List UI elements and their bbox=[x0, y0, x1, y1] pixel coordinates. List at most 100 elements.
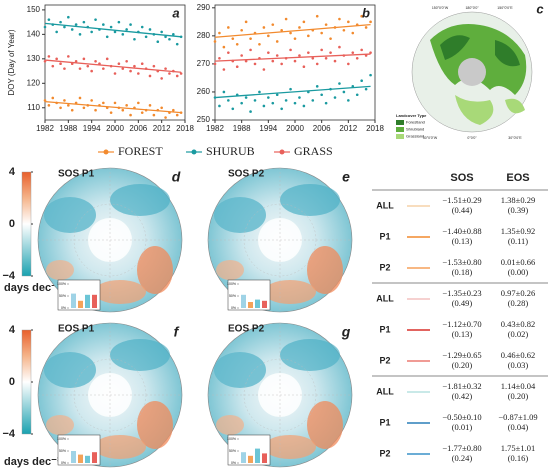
cell: (0.13) bbox=[452, 329, 473, 339]
cell: (0.20) bbox=[508, 391, 529, 401]
point bbox=[240, 101, 243, 105]
cell: −1.35±0.23 bbox=[442, 288, 481, 298]
inset-bar bbox=[262, 300, 267, 308]
point bbox=[67, 15, 70, 19]
panel-label: f bbox=[174, 324, 180, 340]
x-tick-label: 2012 bbox=[153, 124, 171, 133]
colorbar-label: −4 bbox=[2, 270, 15, 282]
point bbox=[125, 59, 128, 63]
cell: −0.87±1.09 bbox=[498, 412, 537, 422]
x-tick-label: 2018 bbox=[176, 124, 194, 133]
point bbox=[275, 54, 279, 57]
inset-tick-label: 50% bbox=[59, 294, 66, 298]
point bbox=[227, 51, 230, 54]
row-group: P2 bbox=[379, 448, 390, 458]
trend-line bbox=[44, 101, 182, 114]
row-group: P2 bbox=[379, 355, 390, 365]
point bbox=[55, 30, 58, 34]
cell: (0.16) bbox=[508, 453, 529, 463]
panel-label: g bbox=[341, 324, 351, 340]
x-tick-label: 2018 bbox=[366, 124, 384, 133]
point bbox=[320, 93, 323, 97]
cell: (0.00) bbox=[508, 267, 529, 277]
point bbox=[121, 108, 125, 112]
inset-bar bbox=[71, 451, 76, 463]
cell: −1.12±0.70 bbox=[442, 319, 481, 329]
inset-tick-label: 100% bbox=[57, 437, 66, 441]
point bbox=[244, 20, 248, 24]
cell: 1.75±1.01 bbox=[501, 443, 535, 453]
point bbox=[59, 62, 62, 66]
colorbar-title: days dec⁻¹ bbox=[4, 282, 61, 294]
point bbox=[144, 35, 148, 39]
cell: −1.29±0.65 bbox=[442, 350, 481, 360]
panel-label: e bbox=[342, 169, 350, 185]
point bbox=[280, 62, 283, 66]
inset-tick-label: 50% bbox=[229, 449, 236, 453]
point bbox=[302, 20, 306, 24]
point bbox=[218, 31, 221, 35]
point bbox=[148, 74, 152, 78]
trend-line bbox=[214, 85, 371, 99]
point bbox=[59, 106, 62, 110]
point bbox=[307, 51, 310, 54]
point bbox=[364, 26, 368, 29]
point bbox=[329, 37, 332, 40]
point bbox=[94, 108, 97, 112]
cell: −1.81±0.32 bbox=[442, 381, 481, 391]
point bbox=[280, 28, 283, 32]
colorbar bbox=[21, 329, 32, 435]
point bbox=[117, 20, 121, 24]
inset-bar bbox=[92, 452, 97, 463]
y-tick-label: 150 bbox=[27, 5, 41, 14]
point bbox=[298, 96, 301, 99]
point bbox=[63, 67, 66, 70]
point bbox=[271, 59, 275, 63]
point bbox=[280, 107, 283, 111]
point bbox=[102, 67, 105, 70]
y-tick-label: 290 bbox=[197, 3, 211, 12]
point bbox=[262, 104, 266, 108]
point bbox=[240, 54, 243, 57]
colorbar-label: 4 bbox=[9, 166, 16, 178]
point bbox=[329, 51, 332, 54]
point bbox=[275, 93, 279, 97]
inset-bar bbox=[78, 454, 83, 463]
y-tick-label: 140 bbox=[27, 29, 41, 38]
y-tick-label: 270 bbox=[197, 59, 211, 68]
point bbox=[102, 23, 105, 26]
point bbox=[102, 101, 105, 105]
cell: (0.04) bbox=[508, 422, 529, 432]
point bbox=[351, 51, 355, 54]
point bbox=[244, 96, 248, 99]
point bbox=[289, 31, 292, 35]
point bbox=[262, 68, 266, 71]
lon-label: 150°0'0"E bbox=[497, 6, 513, 10]
point bbox=[302, 65, 306, 69]
panel-label: c bbox=[536, 1, 544, 16]
point bbox=[113, 30, 117, 34]
inset-tick-label: 50% bbox=[59, 449, 66, 453]
inset-bar bbox=[255, 299, 260, 308]
legend-label: SHURUB bbox=[206, 144, 255, 158]
point bbox=[78, 33, 82, 36]
point bbox=[302, 104, 306, 108]
point bbox=[148, 104, 152, 107]
point bbox=[160, 106, 163, 110]
point bbox=[164, 116, 167, 119]
row-group: P1 bbox=[379, 417, 390, 427]
inset-bar bbox=[241, 452, 246, 463]
point bbox=[125, 104, 128, 107]
point bbox=[47, 104, 51, 107]
point bbox=[249, 37, 252, 40]
point bbox=[160, 30, 163, 34]
point bbox=[172, 33, 175, 36]
y-tick-label: 250 bbox=[197, 115, 211, 124]
colorbar-label: −4 bbox=[2, 428, 15, 440]
point bbox=[235, 65, 239, 69]
lon-label: 0°0'0" bbox=[467, 136, 477, 140]
point bbox=[125, 28, 128, 31]
point bbox=[324, 56, 328, 60]
point bbox=[78, 96, 82, 100]
